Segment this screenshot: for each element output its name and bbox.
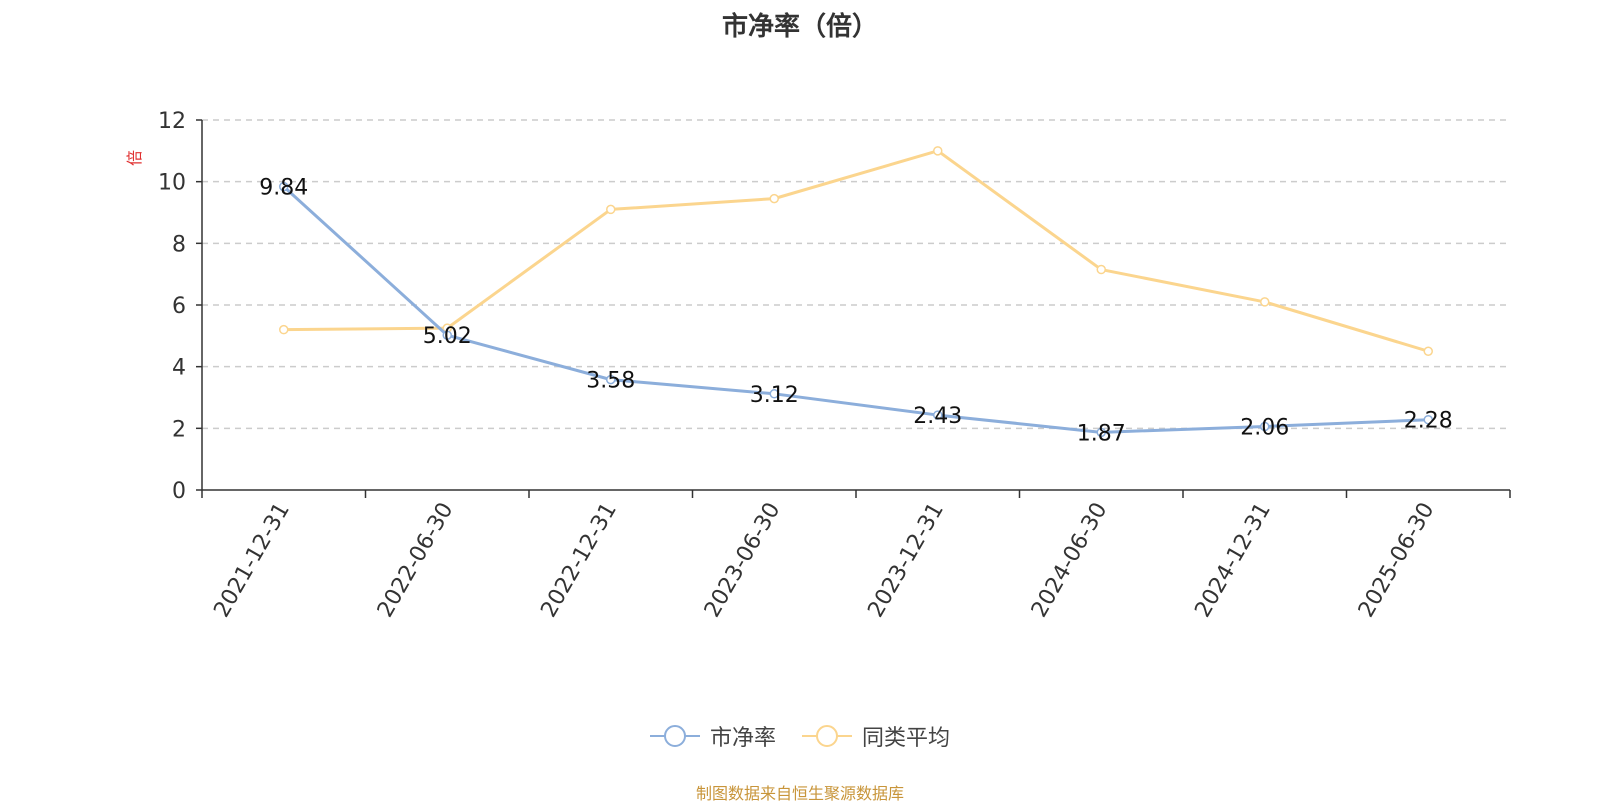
data-point xyxy=(769,193,779,204)
x-tick-label: 2024-12-31 xyxy=(1190,499,1276,622)
y-tick-label: 2 xyxy=(172,417,186,442)
legend-marker-icon xyxy=(649,725,700,747)
axes: 0 2 4 6 8 10 12 2021-12-31 2022-06-30 2022-12-31 2… xyxy=(158,109,1511,622)
data-point xyxy=(606,204,616,215)
source-footer: 制图数据来自恒生聚源数据库 xyxy=(695,784,904,803)
legend-label: 市净率 xyxy=(709,726,776,751)
data-label: 9.84 xyxy=(259,176,308,201)
series-lines xyxy=(279,146,1433,438)
legend-label: 同类平均 xyxy=(862,726,951,751)
data-labels: 9.84 5.02 3.58 3.12 2.43 1.87 2.06 2.28 xyxy=(259,176,1452,447)
data-point xyxy=(769,389,779,399)
data-point xyxy=(933,146,943,156)
data-point xyxy=(279,324,289,335)
legend-item-series1[interactable]: 市净率 xyxy=(649,720,776,752)
data-point xyxy=(279,181,289,192)
data-point xyxy=(1260,421,1270,432)
data-label: 2.06 xyxy=(1240,415,1289,440)
y-tick-label: 8 xyxy=(172,232,186,257)
x-tick-label: 2021-12-31 xyxy=(209,499,295,622)
x-tick-label: 2023-06-30 xyxy=(700,499,786,622)
y-tick-label: 0 xyxy=(172,479,186,504)
y-axis-label: 倍 xyxy=(125,150,144,166)
y-tick-label: 12 xyxy=(158,109,186,134)
y-tick-label: 10 xyxy=(158,171,186,196)
data-point xyxy=(442,330,452,340)
data-label: 2.43 xyxy=(913,404,962,429)
legend-item-series2[interactable]: 同类平均 xyxy=(802,720,950,752)
data-point xyxy=(1423,414,1433,425)
chart-title: 市净率（倍） xyxy=(721,12,878,42)
data-point xyxy=(1260,297,1270,307)
data-label: 2.28 xyxy=(1404,409,1453,434)
y-tick-label: 4 xyxy=(172,356,186,381)
data-label: 1.87 xyxy=(1077,421,1126,446)
data-point xyxy=(1096,427,1106,438)
data-point xyxy=(933,410,943,420)
series-line-2 xyxy=(283,149,1429,353)
x-tick-label: 2022-06-30 xyxy=(373,499,459,622)
x-tick-label: 2025-06-30 xyxy=(1354,499,1440,622)
grid-lines xyxy=(202,119,1510,430)
data-label: 3.58 xyxy=(586,369,635,394)
data-point xyxy=(1096,264,1106,275)
legend-marker-icon xyxy=(802,725,852,747)
x-tick-label: 2023-12-31 xyxy=(863,499,949,622)
data-label: 5.02 xyxy=(423,324,472,349)
x-tick-label: 2024-06-30 xyxy=(1027,499,1113,622)
data-point xyxy=(1423,346,1433,356)
legend: 市净率 同类平均 xyxy=(0,720,1600,752)
data-point xyxy=(606,374,616,385)
x-tick-label: 2022-12-31 xyxy=(536,499,622,622)
data-label: 3.12 xyxy=(750,383,799,408)
series-line-1 xyxy=(282,185,1429,434)
y-tick-label: 6 xyxy=(172,294,186,319)
